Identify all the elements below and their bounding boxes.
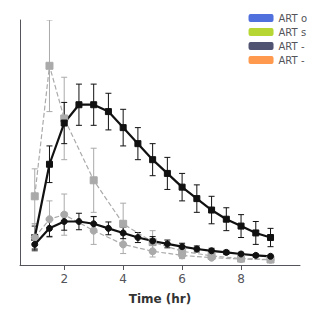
svg-text:ART -: ART - [279,41,305,52]
svg-text:6: 6 [178,272,186,286]
svg-text:ART s: ART s [279,27,307,38]
svg-text:2: 2 [60,272,68,286]
svg-text:Time (hr): Time (hr) [129,292,192,306]
svg-text:4: 4 [119,272,127,286]
svg-text:ART -: ART - [279,55,305,66]
svg-text:8: 8 [237,272,245,286]
svg-text:ART o: ART o [279,13,307,24]
